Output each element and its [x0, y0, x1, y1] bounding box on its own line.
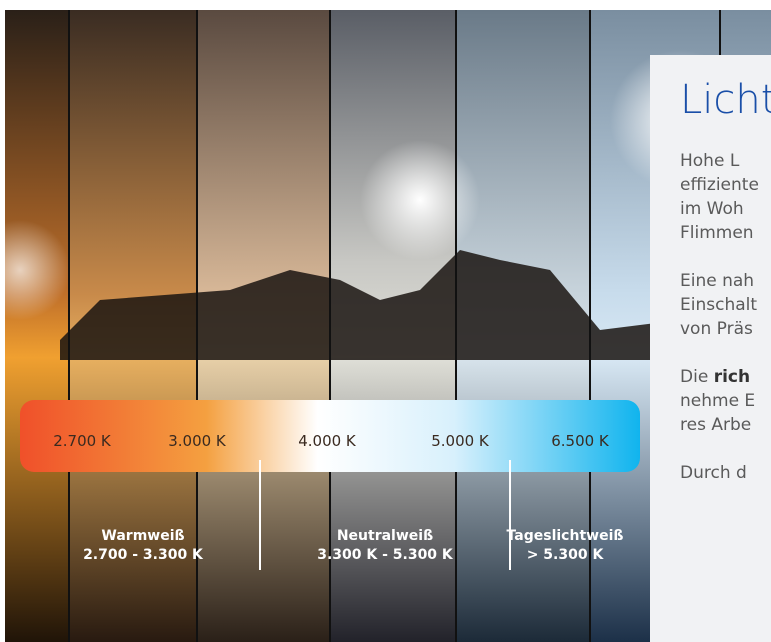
- group-range: > 5.300 K: [527, 547, 605, 563]
- scale-label: 3.000 K: [168, 432, 227, 450]
- line: Durch d: [680, 461, 771, 485]
- text: Die: [680, 367, 714, 387]
- line: res Arbe: [680, 413, 771, 437]
- line: im Woh: [680, 197, 771, 221]
- group-name: Neutralweiß: [337, 528, 433, 544]
- line: Die rich: [680, 365, 771, 389]
- page: 2.700 K 3.000 K 4.000 K 5.000 K 6.500 K …: [0, 0, 771, 642]
- line: nehme E: [680, 389, 771, 413]
- line: Flimmen: [680, 221, 771, 245]
- line: Eine nah: [680, 269, 771, 293]
- panel-title: Licht: [680, 77, 771, 123]
- scale-label: 2.700 K: [53, 432, 112, 450]
- group-range: 2.700 - 3.300 K: [83, 547, 204, 563]
- paragraph: Durch d: [680, 461, 771, 485]
- scale-label: 6.500 K: [551, 432, 610, 450]
- scale-label: 5.000 K: [431, 432, 490, 450]
- line: von Präs: [680, 317, 771, 341]
- line: Hohe L: [680, 149, 771, 173]
- group-range: 3.300 K - 5.300 K: [317, 547, 454, 563]
- group-name: Warmweiß: [101, 528, 184, 544]
- scale-label: 4.000 K: [298, 432, 357, 450]
- bold-text: rich: [714, 367, 750, 387]
- line: Einschalt: [680, 293, 771, 317]
- group-name: Tageslichtweiß: [507, 528, 624, 544]
- line: effiziente: [680, 173, 771, 197]
